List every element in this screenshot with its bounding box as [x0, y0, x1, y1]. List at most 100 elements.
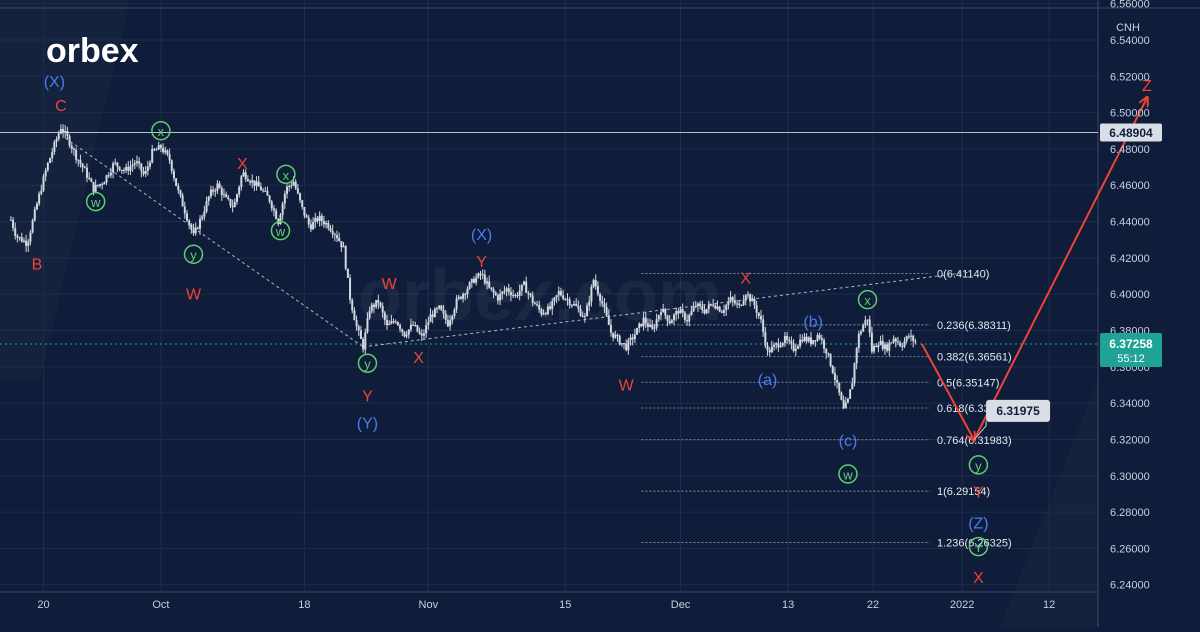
candle-body	[57, 133, 60, 140]
candle-body	[694, 305, 697, 307]
candle-body	[253, 180, 256, 186]
candle-body	[531, 295, 534, 303]
candle-body	[701, 305, 704, 311]
candle-body	[662, 308, 665, 313]
candle-body	[18, 237, 21, 239]
candle-body	[577, 305, 580, 309]
candle-body	[38, 193, 41, 204]
candle-body	[581, 315, 584, 317]
candle-body	[153, 148, 156, 150]
candle-body	[142, 171, 145, 174]
time-tick-label: 22	[867, 599, 879, 611]
candle-body	[516, 295, 519, 297]
currency-label: CNH	[1116, 22, 1140, 34]
candle-body	[29, 232, 32, 242]
candle-body	[79, 160, 82, 164]
candle-body	[910, 335, 913, 337]
candle-body	[855, 348, 858, 364]
candle-body	[264, 190, 267, 192]
candle-body	[377, 299, 380, 303]
candle-body	[9, 219, 12, 221]
candle-body	[362, 338, 365, 350]
candle-body	[342, 246, 345, 248]
candle-body	[66, 130, 69, 137]
candle-body	[116, 162, 119, 167]
forecast-arrow	[921, 343, 974, 440]
candle-body	[294, 181, 297, 189]
candle-body	[107, 175, 110, 177]
candle-body	[475, 277, 478, 283]
wave-label: W	[186, 287, 202, 304]
candle-body	[503, 290, 506, 292]
candle-body	[514, 294, 517, 296]
candle-body	[327, 222, 330, 229]
candle-body	[440, 305, 443, 311]
candle-body	[209, 189, 212, 197]
candle-body	[109, 172, 112, 176]
candle-body	[690, 311, 693, 316]
candle-body	[564, 298, 567, 300]
fib-level-label: 0(6.41140)	[937, 268, 989, 280]
price-tick-label: 6.46000	[1110, 180, 1150, 192]
price-tick-label: 6.26000	[1110, 543, 1150, 555]
candle-body	[907, 336, 910, 338]
candle-body	[570, 305, 573, 307]
candle-body	[820, 338, 823, 341]
candle-body	[414, 325, 417, 327]
candle-body	[805, 336, 808, 342]
candle-body	[453, 309, 456, 316]
fib-level-label: 0.5(6.35147)	[937, 377, 999, 389]
candle-body	[431, 314, 434, 318]
candle-body	[644, 317, 647, 324]
wave-label: y	[364, 357, 371, 372]
candle-body	[390, 321, 393, 324]
candle-body	[870, 332, 873, 352]
candle-body	[370, 304, 373, 312]
candle-body	[446, 319, 449, 327]
candle-body	[666, 315, 669, 322]
candle-body	[449, 320, 452, 327]
candle-body	[316, 217, 319, 222]
price-tick-label: 6.24000	[1110, 580, 1150, 592]
wave-label-circle	[183, 244, 204, 264]
candle-body	[783, 336, 786, 343]
candle-body	[62, 129, 65, 133]
candle-body	[529, 293, 532, 296]
wave-label: w	[275, 224, 286, 239]
candle-body	[401, 329, 404, 332]
candle-body	[329, 228, 332, 231]
candle-body	[683, 312, 686, 320]
candle-body	[359, 330, 362, 339]
candle-body	[788, 340, 791, 342]
candle-body	[838, 382, 841, 393]
candle-body	[607, 315, 610, 325]
candle-body	[416, 325, 419, 332]
fib-level-label: 0.236(6.38311)	[937, 320, 1011, 332]
candle-body	[573, 303, 576, 306]
wave-label: Z	[1142, 78, 1152, 95]
candle-body	[318, 215, 321, 222]
candle-body	[281, 203, 284, 216]
candle-body	[653, 327, 656, 329]
candle-body	[164, 150, 167, 153]
wave-label: (Z)	[968, 515, 988, 532]
candle-body	[338, 237, 341, 242]
candle-body	[866, 319, 869, 321]
candle-body	[599, 294, 602, 301]
candle-body	[831, 366, 834, 374]
candle-body	[729, 297, 732, 302]
candle-body	[596, 286, 599, 295]
candle-body	[525, 281, 528, 293]
candle-body	[501, 291, 504, 295]
candle-body	[272, 208, 275, 211]
time-tick-label: Dec	[671, 599, 691, 611]
candle-body	[686, 319, 689, 322]
candle-body	[507, 288, 510, 293]
candle-body	[144, 170, 147, 174]
candle-body	[759, 316, 762, 320]
candle-body	[829, 353, 832, 367]
candle-body	[857, 333, 860, 349]
candle-body	[833, 373, 836, 380]
candle-body	[601, 300, 604, 304]
